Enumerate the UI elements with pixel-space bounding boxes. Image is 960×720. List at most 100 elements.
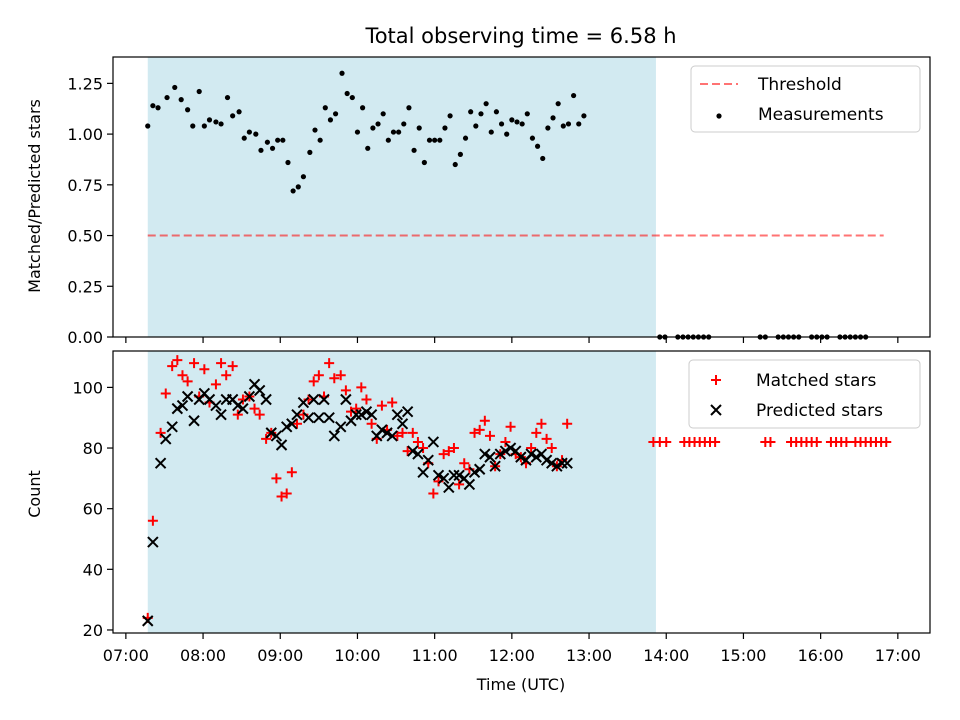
measurement-point: [473, 123, 479, 129]
predicted-point: [318, 393, 330, 406]
matched-point: [324, 358, 335, 369]
matched-point: [407, 427, 418, 438]
measurement-point: [246, 129, 252, 135]
matched-point: [443, 446, 454, 457]
matched-point: [291, 418, 302, 429]
matched-point: [397, 427, 408, 438]
measurement-point: [307, 149, 313, 155]
measurement-point: [493, 109, 500, 115]
measurement-point: [524, 111, 530, 117]
predicted-point: [396, 418, 409, 430]
predicted-point: [494, 448, 506, 460]
bottom-observing-window: [147, 351, 656, 633]
measurement-point: [155, 105, 161, 111]
measurement-point: [290, 188, 296, 194]
measurement-point: [332, 111, 339, 117]
measurement-point: [206, 117, 213, 123]
measurement-point: [488, 129, 494, 135]
predicted-point: [360, 405, 373, 418]
matched-point: [438, 449, 449, 460]
measurement-point: [534, 143, 541, 149]
measurement-point: [509, 117, 515, 123]
predicted-point: [407, 445, 419, 457]
matched-point: [418, 443, 429, 454]
measurement-point: [565, 121, 572, 127]
matched-point: [351, 403, 362, 414]
measurement-point: [224, 94, 231, 101]
measurement-point: [201, 123, 207, 129]
predicted-point: [427, 436, 440, 448]
measurement-point: [349, 94, 355, 101]
measurement-point: [437, 137, 443, 143]
measurement-point: [396, 129, 402, 135]
measurement-point: [360, 105, 366, 111]
predicted-point: [237, 402, 249, 415]
matched-point: [182, 376, 193, 387]
measurement-point: [411, 147, 417, 153]
matched-point: [329, 373, 340, 384]
predicted-point: [181, 390, 194, 403]
predicted-point: [386, 430, 398, 442]
predicted-point: [215, 408, 227, 421]
y-tick-label: 0.50: [67, 227, 103, 246]
measurement-point: [519, 121, 525, 127]
measurement-point: [370, 125, 376, 131]
matched-point: [160, 388, 171, 399]
matched-point: [541, 433, 552, 444]
predicted-point: [160, 433, 172, 445]
matched-point: [340, 385, 351, 396]
measurement-point: [483, 101, 489, 107]
predicted-point: [432, 469, 445, 482]
predicted-point: [291, 408, 303, 421]
measurement-point: [264, 139, 270, 145]
matched-point: [710, 436, 721, 447]
predicted-point: [556, 457, 568, 469]
predicted-point: [484, 451, 496, 463]
predicted-point: [540, 454, 553, 466]
matched-point: [335, 370, 346, 381]
matched-point: [281, 488, 292, 499]
bottom-legend: Matched stars Predicted stars: [688, 359, 921, 429]
matched-point: [376, 400, 387, 411]
measurement-point: [178, 97, 184, 103]
predicted-point: [147, 536, 159, 548]
matched-point: [536, 418, 547, 429]
measurement-point: [581, 113, 587, 119]
x-axis-label: Time (UTC): [476, 675, 565, 694]
measurement-point: [164, 94, 170, 101]
predicted-point: [376, 424, 388, 436]
measurement-point: [241, 135, 247, 141]
matched-point: [199, 364, 210, 375]
predicted-point: [280, 421, 293, 433]
predicted-point: [350, 408, 362, 421]
measurement-point: [504, 131, 510, 137]
predicted-point: [391, 408, 404, 421]
measurement-point: [560, 123, 566, 129]
bottom-y-axis-label: Count: [25, 470, 44, 518]
matched-point: [505, 421, 516, 432]
measurement-point: [253, 131, 259, 137]
predicted-point: [275, 439, 288, 451]
matched-point: [254, 409, 265, 420]
predicted-point: [210, 399, 222, 412]
matched-point: [313, 370, 324, 381]
measurement-point: [555, 101, 561, 107]
matched-point: [276, 491, 287, 502]
predicted-point: [381, 427, 393, 439]
matched-point: [308, 376, 319, 387]
measurement-point: [285, 159, 291, 166]
measurement-point: [380, 111, 386, 117]
predicted-point: [546, 457, 558, 469]
x-tick-label: 15:00: [720, 646, 766, 665]
measurement-point: [468, 109, 474, 115]
measurement-point: [447, 113, 453, 119]
predicted-point: [171, 402, 184, 415]
matched-point: [448, 443, 459, 454]
series-predicted-stars: [142, 378, 573, 627]
matched-point: [249, 403, 260, 414]
matched-point: [177, 370, 188, 381]
matched-point: [172, 355, 183, 366]
y-tick-label: 0.75: [67, 176, 103, 195]
predicted-point: [463, 478, 476, 491]
